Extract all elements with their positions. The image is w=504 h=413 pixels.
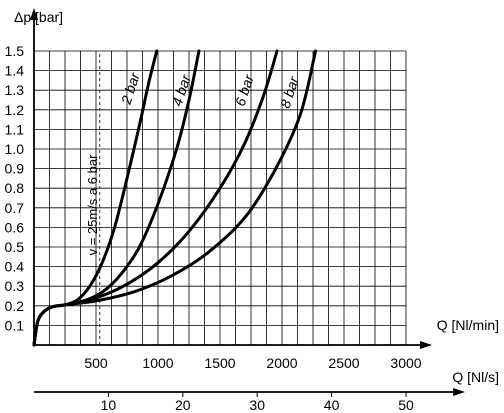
- y-axis-arrow: [30, 8, 38, 20]
- y-tick-label: 0.7: [5, 200, 25, 216]
- y-tick-label: 1.4: [5, 63, 25, 79]
- series-label: 2 bar: [117, 70, 143, 108]
- labels: Δp [bar] Q [Nl/min] Q [Nl/s] v = 25m/s a…: [14, 9, 499, 385]
- y-tick-label: 0.4: [5, 259, 25, 275]
- y-tick-label: 1.1: [5, 121, 25, 137]
- x2-axis-title: Q [Nl/s]: [452, 369, 499, 385]
- x-axis-title: Q [Nl/min]: [437, 317, 499, 333]
- curves: 2 bar 4 bar 6 bar 8 bar: [32, 49, 317, 347]
- y-tick-label: 0.2: [5, 298, 25, 314]
- y-tick-label: 0.9: [5, 161, 25, 177]
- x-tick-label: 2500: [328, 355, 359, 371]
- x2-axis-arrow: [453, 388, 465, 396]
- y-tick-label: 0.8: [5, 180, 25, 196]
- y-tick-label: 1.3: [5, 82, 25, 98]
- y-axis-title: Δp [bar]: [14, 9, 63, 25]
- x-axis-arrow: [420, 341, 432, 349]
- y-tick-label: 0.6: [5, 219, 25, 235]
- y-tick-label: 0.5: [5, 239, 25, 255]
- grid: [34, 50, 407, 345]
- y-tick-label: 0.3: [5, 278, 25, 294]
- x-tick-label: 1500: [204, 355, 235, 371]
- y-tick-label: 1.0: [5, 141, 25, 157]
- x-tick-label: 500: [84, 355, 108, 371]
- x-tick-label: 3000: [390, 355, 421, 371]
- velocity-annotation: v = 25m/s a 6 bar: [85, 154, 100, 255]
- x2-tick-label: 20: [175, 397, 191, 413]
- series-label: 8 bar: [277, 74, 302, 111]
- axes: 0.1 0.2 0.3 0.4 0.5 0.6 0.7 0.8 0.9 1.0 1.1 1.2 1.3 1…: [5, 8, 465, 413]
- x2-tick-label: 10: [101, 397, 117, 413]
- series-line: [32, 49, 317, 347]
- x-tick-label: 1000: [142, 355, 173, 371]
- x2-tick-label: 40: [324, 397, 340, 413]
- y-tick-label: 1.5: [5, 43, 25, 59]
- x2-tick-label: 50: [398, 397, 414, 413]
- x2-tick-label: 30: [249, 397, 265, 413]
- y-tick-label: 1.2: [5, 102, 25, 118]
- y-tick-label: 0.1: [5, 317, 25, 333]
- x-tick-label: 2000: [266, 355, 297, 371]
